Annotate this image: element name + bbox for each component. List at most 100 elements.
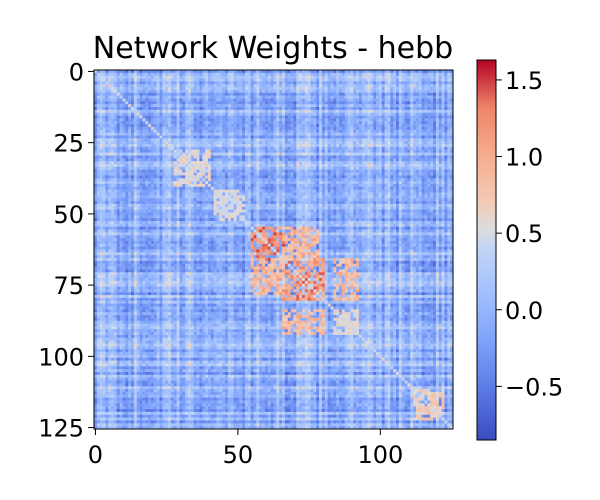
heatmap-cell [150,178,155,182]
heatmap-cell [256,126,260,131]
heatmap-cell [321,124,326,128]
heatmap-cell [111,70,115,74]
heatmap-cell [94,161,98,165]
heatmap-cell [139,181,143,185]
heatmap-cell [205,175,209,179]
heatmap-cell [284,109,289,114]
heatmap-cell [284,118,289,122]
heatmap-cell [196,158,200,162]
heatmap-cell [324,121,328,125]
heatmap-cell [202,115,206,119]
heatmap-cell [148,107,152,111]
heatmap-cell [202,158,206,162]
heatmap-cell [413,138,417,142]
heatmap-cell [230,87,234,91]
heatmap-cell [111,161,115,165]
heatmap-cell [102,87,106,91]
heatmap-cell [347,75,351,79]
heatmap-cell [145,95,149,99]
heatmap-cell [347,135,351,139]
heatmap-cell [396,178,400,182]
heatmap-cell [119,84,123,88]
heatmap-cell [373,141,377,145]
heatmap-cell [242,70,246,74]
heatmap-cell [341,164,346,168]
heatmap-cell [227,178,232,182]
heatmap-cell [407,87,411,91]
heatmap-cell [122,121,126,125]
heatmap-cell [435,101,440,105]
heatmap-cell [259,112,263,116]
heatmap-cell [427,115,431,119]
heatmap-cell [390,146,394,151]
heatmap-cell [407,166,411,171]
heatmap-cell [293,158,297,162]
heatmap-cell [444,87,448,91]
heatmap-cell [353,75,357,79]
heatmap-cell [396,95,400,99]
heatmap-cell [185,75,189,79]
heatmap-cell [153,109,158,114]
heatmap-cell [250,152,254,156]
heatmap-cell [230,112,234,116]
heatmap-cell [313,144,317,148]
heatmap-cell [176,141,180,145]
heatmap-cell [230,84,234,88]
heatmap-cell [353,72,357,77]
heatmap-cell [336,121,340,125]
heatmap-cell [168,112,172,116]
heatmap-cell [264,89,269,94]
heatmap-cell [173,109,177,114]
heatmap-cell [210,95,215,99]
heatmap-cell [225,89,229,94]
heatmap-cell [259,169,263,173]
heatmap-cell [122,181,126,185]
heatmap-cell [105,132,109,136]
heatmap-cell [330,158,334,162]
heatmap-cell [367,92,371,96]
heatmap-cell [418,166,423,171]
heatmap-cell [122,138,126,142]
heatmap-cell [287,121,291,125]
heatmap-cell [262,70,266,74]
heatmap-cell [438,84,442,88]
heatmap-cell [444,118,448,122]
heatmap-cell [347,104,351,108]
heatmap-cell [310,129,314,134]
heatmap-cell [239,107,243,111]
heatmap-cell [119,178,123,182]
heatmap-cell [182,70,186,74]
heatmap-cell [176,164,180,168]
heatmap-cell [378,161,383,165]
heatmap-cell [450,172,454,176]
heatmap-cell [373,158,377,162]
heatmap-cell [299,161,303,165]
heatmap-cell [131,101,135,105]
heatmap-cell [410,144,414,148]
heatmap-cell [336,109,340,114]
heatmap-cell [227,78,232,82]
heatmap-cell [450,72,454,77]
heatmap-cell [430,178,434,182]
heatmap-cell [450,144,454,148]
heatmap-cell [202,87,206,91]
heatmap-cell [142,149,146,153]
heatmap-cell [390,126,394,131]
heatmap-cell [433,112,437,116]
heatmap-cell [273,146,277,151]
heatmap-cell [404,178,408,182]
heatmap-cell [139,144,143,148]
heatmap-cell [245,101,249,105]
heatmap-cell [313,152,317,156]
heatmap-cell [116,98,120,102]
heatmap-cell [176,109,180,114]
heatmap-cell [438,129,442,134]
heatmap-cell [259,75,263,79]
heatmap-cell [341,121,346,125]
heatmap-cell [142,92,146,96]
heatmap-cell [216,181,220,185]
heatmap-cell [245,175,249,179]
heatmap-cell [356,172,360,176]
heatmap-cell [447,70,451,74]
heatmap-cell [316,72,320,77]
